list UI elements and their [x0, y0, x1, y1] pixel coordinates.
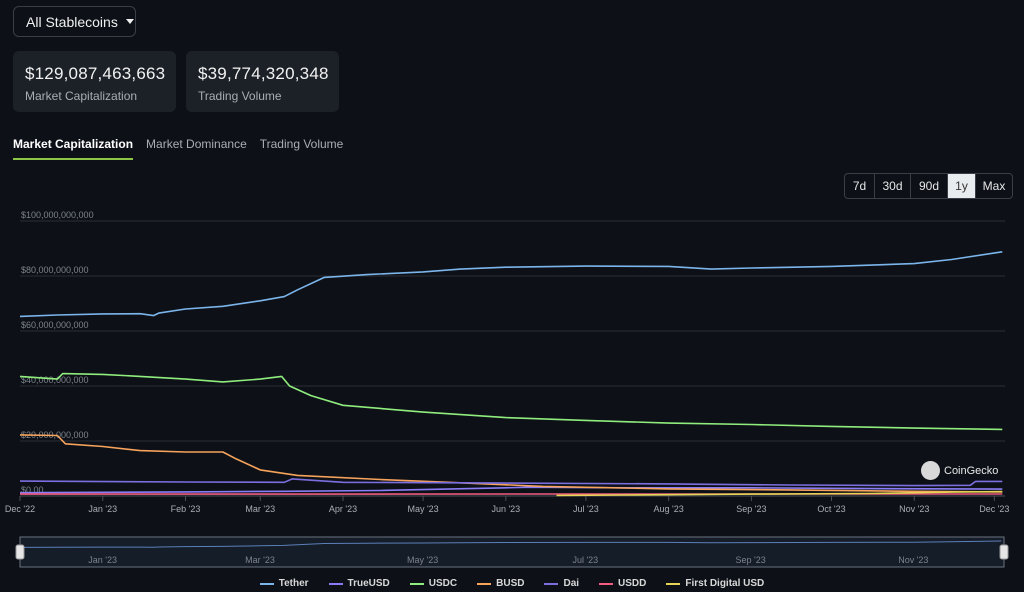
x-tick-label: Aug '23 — [654, 504, 684, 514]
legend-item-trueusd[interactable]: TrueUSD — [328, 578, 390, 589]
legend-label: USDC — [428, 578, 458, 589]
legend-swatch — [544, 582, 559, 585]
market-cap-value: $129,087,463,663 — [25, 64, 166, 83]
range-max-button[interactable]: Max — [982, 179, 1006, 193]
y-tick-label: $40,000,000,000 — [21, 375, 89, 385]
legend-label: Dai — [563, 578, 580, 589]
range-90d-button[interactable]: 90d — [911, 174, 948, 198]
chart-grid — [20, 220, 1005, 497]
tab-market-dominance[interactable]: Market Dominance — [146, 137, 247, 151]
legend-item-dai[interactable]: Dai — [544, 578, 579, 589]
x-tick-label: Dec '22 — [5, 504, 35, 514]
legend-item-usdd[interactable]: USDD — [599, 578, 646, 589]
navigator-tick-label: Jul '23 — [572, 555, 598, 565]
trading-volume-value: $39,774,320,348 — [198, 64, 329, 83]
navigator-tick-label: Jan '23 — [88, 555, 117, 565]
market-cap-label: Market Capitalization — [25, 89, 138, 103]
series-line-busd — [19, 434, 1003, 493]
legend-item-tether[interactable]: Tether — [259, 578, 309, 589]
dropdown-label: All Stablecoins — [26, 13, 118, 30]
x-tick-label: Dec '23 — [979, 504, 1009, 514]
coingecko-logo-icon — [921, 461, 940, 480]
legend-swatch — [477, 582, 492, 585]
time-range-selector: 7d 30d 90d 1y Max — [844, 173, 1013, 199]
range-7d-button[interactable]: 7d — [845, 174, 875, 198]
legend-label: USDD — [618, 578, 647, 589]
market-cap-stat: $129,087,463,663 Market Capitalization — [13, 51, 176, 112]
legend-label: Tether — [278, 578, 309, 589]
navigator-window — [19, 536, 1005, 568]
x-tick-label: Feb '23 — [171, 504, 201, 514]
legend-swatch — [666, 582, 681, 585]
chart-legend: Tether TrueUSD USDC BUSD Dai USDD First Digita… — [0, 578, 1024, 589]
legend-item-usdc[interactable]: USDC — [409, 578, 458, 589]
legend-swatch — [328, 582, 343, 585]
chart-tabs: Market Capitalization Market Dominance T… — [13, 137, 356, 160]
navigator-series-line — [19, 540, 1002, 548]
x-tick-label: May '23 — [407, 504, 438, 514]
legend-label: TrueUSD — [347, 578, 390, 589]
series-line-first-digital-usd — [556, 490, 1003, 497]
stablecoin-category-dropdown[interactable]: All Stablecoins — [13, 6, 136, 37]
x-tick-label: Jul '23 — [573, 504, 599, 514]
y-tick-label: $20,000,000,000 — [21, 430, 89, 440]
navigator-tick-label: Nov '23 — [898, 555, 928, 565]
x-tick-label: Jun '23 — [491, 504, 520, 514]
trading-volume-label: Trading Volume — [198, 89, 282, 103]
tab-market-capitalization[interactable]: Market Capitalization — [13, 137, 134, 160]
legend-label: BUSD — [496, 578, 525, 589]
series-lines — [19, 251, 1003, 497]
navigator-tick-label: Mar '23 — [245, 555, 275, 565]
navigator-left-handle — [15, 544, 25, 560]
legend-label: First Digital USD — [685, 578, 765, 589]
series-line-usdc — [19, 372, 1003, 431]
navigator-tick-label: May '23 — [407, 555, 438, 565]
watermark-text: CoinGecko — [944, 464, 999, 477]
series-line-tether — [19, 251, 1003, 318]
legend-swatch — [259, 582, 274, 585]
range-30d-button[interactable]: 30d — [875, 174, 911, 198]
y-tick-label: $100,000,000,000 — [21, 210, 94, 220]
legend-item-busd[interactable]: BUSD — [477, 578, 524, 589]
y-tick-label: $80,000,000,000 — [21, 265, 89, 275]
range-1y-button[interactable]: 1y — [948, 174, 976, 198]
y-tick-label: $0.00 — [21, 485, 44, 495]
legend-swatch — [599, 582, 614, 585]
x-axis: Dec '22 Jan '23 Feb '23 Mar '23 Apr '23 May '… — [5, 496, 1009, 514]
x-tick-label: Oct '23 — [817, 504, 845, 514]
navigator-tick-label: Sep '23 — [736, 555, 766, 565]
y-axis: $0.00 $20,000,000,000 $40,000,000,000 $60,0… — [21, 210, 94, 495]
x-tick-label: Mar '23 — [245, 504, 275, 514]
x-tick-label: Nov '23 — [899, 504, 929, 514]
x-tick-label: Apr '23 — [329, 504, 357, 514]
navigator-right-handle — [999, 544, 1009, 560]
legend-item-first-digital-usd[interactable]: First Digital USD — [666, 578, 764, 589]
series-line-dai — [19, 478, 1003, 487]
range-navigator: Jan '23 Mar '23 May '23 Jul '23 Sep '23 Nov '… — [15, 536, 1009, 568]
coingecko-watermark: CoinGecko — [921, 461, 998, 480]
trading-volume-stat: $39,774,320,348 Trading Volume — [186, 51, 339, 112]
tab-trading-volume[interactable]: Trading Volume — [259, 137, 344, 151]
x-tick-label: Jan '23 — [88, 504, 117, 514]
series-line-trueusd — [19, 486, 1003, 494]
legend-swatch — [409, 582, 424, 585]
caret-down-icon — [125, 19, 134, 24]
x-tick-label: Sep '23 — [736, 504, 766, 514]
y-tick-label: $60,000,000,000 — [21, 320, 89, 330]
